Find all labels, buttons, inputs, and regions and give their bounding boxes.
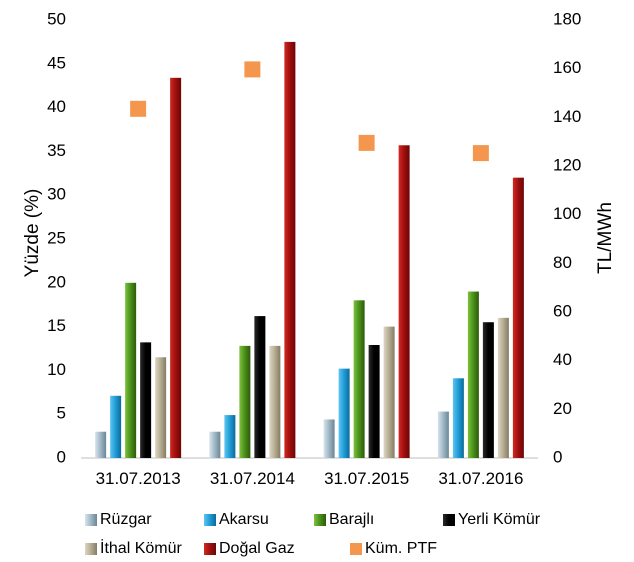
bar: [512, 177, 524, 458]
legend-label: İthal Kömür: [100, 538, 182, 557]
ptf-marker: [358, 134, 375, 151]
x-tick-label: 31.07.2013: [96, 469, 181, 488]
legend-swatch: [314, 514, 326, 526]
legend-swatch: [443, 514, 455, 526]
legend-label: Doğal Gaz: [219, 540, 295, 557]
y2-tick-label: 80: [553, 253, 572, 272]
legend-label: Akarsu: [219, 511, 269, 528]
x-tick-label: 31.07.2014: [210, 469, 295, 488]
ptf-markers: [130, 61, 489, 162]
y2-tick-label: 100: [553, 204, 581, 223]
legend-label: Küm. PTF: [365, 540, 437, 557]
y2-tick-label: 180: [553, 9, 581, 28]
legend-swatch: [204, 543, 216, 555]
right-axis-ticks: 0 20 40 60 80 100 120 140 160 180: [553, 9, 581, 466]
bar: [467, 291, 479, 458]
legend-label: Yerli Kömür: [458, 511, 541, 528]
legend-swatch: [350, 543, 362, 555]
y2-tick-label: 0: [553, 447, 562, 466]
y-tick-label: 20: [47, 272, 66, 291]
bar: [125, 282, 137, 458]
legend-label: Barajlı: [329, 511, 374, 528]
y-tick-label: 5: [57, 404, 66, 423]
bar: [95, 431, 107, 458]
bar: [155, 357, 167, 458]
bar: [269, 345, 281, 458]
bar: [482, 322, 494, 458]
legend-swatch: [85, 543, 97, 555]
x-tick-label: 31.07.2016: [438, 469, 523, 488]
y2-tick-label: 120: [553, 155, 581, 174]
x-tick-label: 31.07.2015: [324, 469, 409, 488]
bar: [323, 419, 335, 458]
ptf-marker: [244, 61, 261, 78]
y2-tick-label: 40: [553, 350, 572, 369]
y-tick-label: 35: [47, 141, 66, 160]
y-axis-title: Yüzde (%): [22, 189, 43, 278]
y2-tick-label: 160: [553, 58, 581, 77]
bar: [254, 316, 266, 458]
ptf-marker: [472, 145, 489, 162]
bar: [209, 431, 221, 458]
y2-tick-label: 20: [553, 399, 572, 418]
bar: [383, 326, 395, 458]
bar: [239, 345, 251, 458]
bar: [353, 300, 365, 458]
bar: [437, 411, 449, 458]
ptf-marker: [130, 100, 147, 117]
bar: [338, 368, 350, 458]
bar: [497, 317, 509, 458]
bar: [398, 145, 410, 458]
bar: [170, 77, 182, 458]
y-tick-label: 10: [47, 360, 66, 379]
bar: [452, 378, 464, 458]
bar: [110, 395, 122, 458]
bar: [224, 415, 236, 458]
bar: [284, 41, 296, 459]
x-axis-labels: 31.07.2013 31.07.2014 31.07.2015 31.07.2016: [96, 469, 524, 488]
y2-axis-title: TL/MWh: [595, 202, 616, 274]
y-tick-label: 50: [47, 9, 66, 28]
legend-label: Rüzgar: [100, 511, 152, 528]
left-axis-ticks: 0 5 10 15 20 25 30 35 40 45 50: [47, 9, 66, 466]
y2-tick-label: 140: [553, 107, 581, 126]
y-tick-label: 0: [57, 447, 66, 466]
y-tick-label: 40: [47, 97, 66, 116]
legend: Rüzgar Akarsu Barajlı Yerli Kömür İthal Kömü…: [85, 511, 541, 557]
legend-swatch: [204, 514, 216, 526]
bars: [95, 41, 524, 459]
bar: [368, 344, 380, 458]
y2-tick-label: 60: [553, 301, 572, 320]
bar: [140, 342, 152, 458]
y-tick-label: 15: [47, 316, 66, 335]
y-tick-label: 30: [47, 185, 66, 204]
y-tick-label: 45: [47, 53, 66, 72]
legend-swatch: [85, 514, 97, 526]
y-tick-label: 25: [47, 228, 66, 247]
